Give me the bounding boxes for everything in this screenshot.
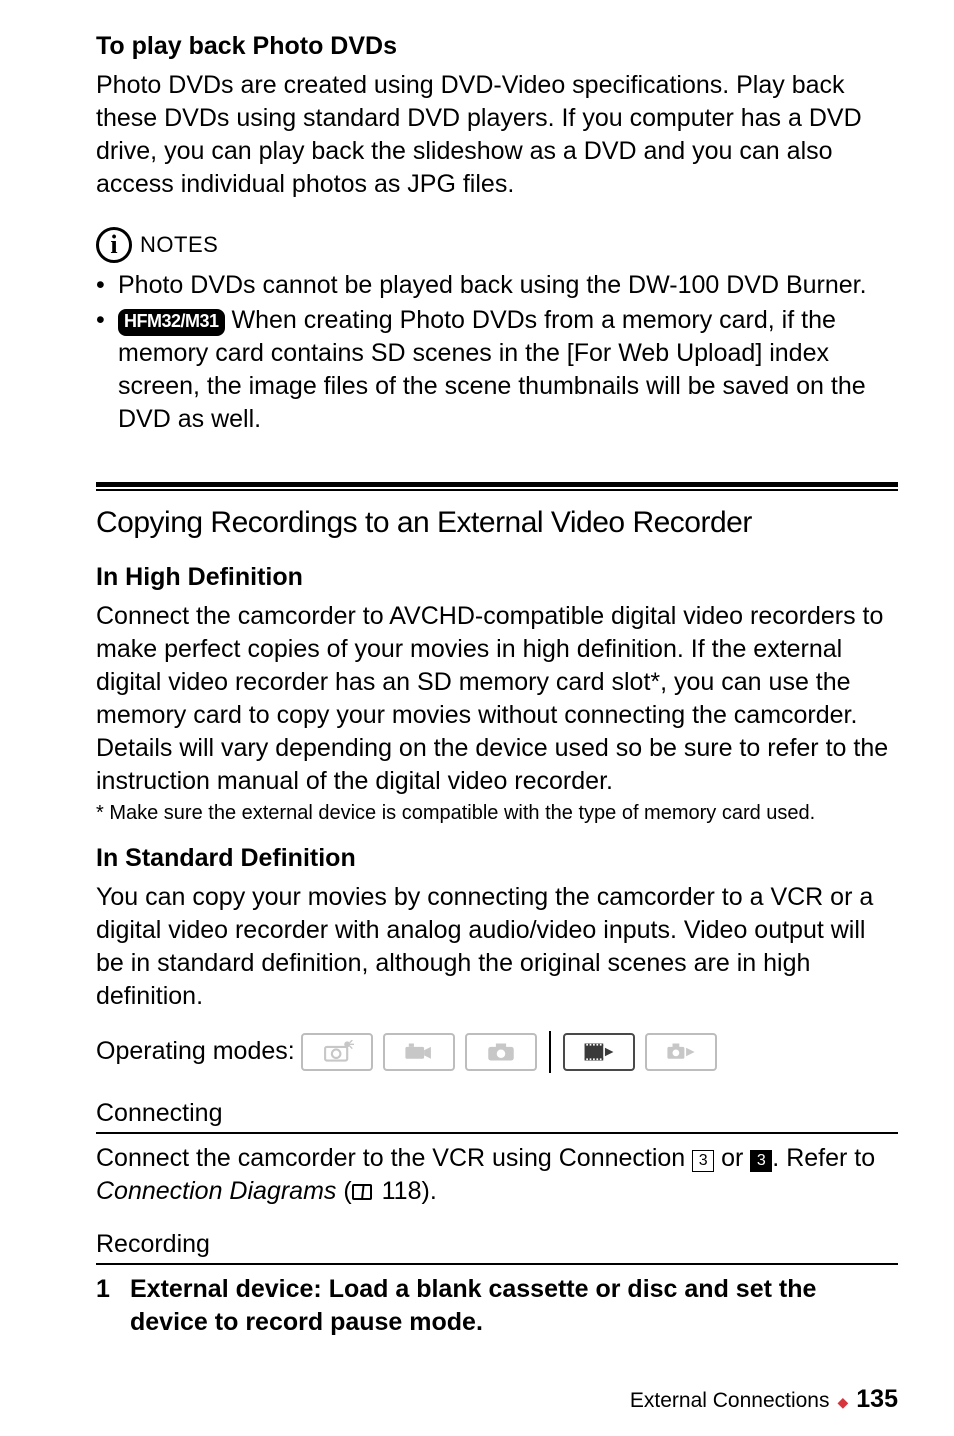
recording-steps: External device: Load a blank cassette o… xyxy=(96,1273,898,1339)
mode-separator xyxy=(549,1031,551,1073)
playback-heading: To play back Photo DVDs xyxy=(96,30,898,63)
connecting-suffix: . Refer to xyxy=(772,1144,875,1172)
model-badge: HFM32/M31 xyxy=(118,309,225,336)
still-camera-icon xyxy=(484,1040,518,1064)
playback-film-icon xyxy=(582,1040,616,1064)
mode-playback-film xyxy=(563,1033,635,1071)
playback-body: Photo DVDs are created using DVD-Video s… xyxy=(96,69,898,201)
section-divider xyxy=(96,482,898,491)
connection-ref-italic: Connection Diagrams xyxy=(96,1177,336,1205)
mode-shoot xyxy=(383,1033,455,1071)
auto-shoot-icon xyxy=(320,1040,354,1064)
recording-step-text: External device: Load a blank cassette o… xyxy=(130,1275,816,1336)
operating-modes-label: Operating modes: xyxy=(96,1035,295,1068)
connecting-prefix: Connect the camcorder to the VCR using C… xyxy=(96,1144,692,1172)
notes-item-text: Photo DVDs cannot be played back using t… xyxy=(118,271,867,299)
page-ref-icon xyxy=(352,1184,372,1200)
connection-number-inverted: 3 xyxy=(750,1150,772,1172)
mode-auto xyxy=(301,1033,373,1071)
connecting-or: or xyxy=(721,1144,750,1172)
connecting-body: Connect the camcorder to the VCR using C… xyxy=(96,1142,898,1208)
mode-group-right xyxy=(563,1033,717,1071)
operating-modes-row: Operating modes: xyxy=(96,1031,898,1073)
footer-section: External Connections xyxy=(630,1387,830,1415)
mode-still xyxy=(465,1033,537,1071)
notes-list: Photo DVDs cannot be played back using t… xyxy=(96,269,898,436)
recording-heading: Recording xyxy=(96,1228,898,1265)
footer-diamond-icon: ◆ xyxy=(838,1393,849,1411)
shoot-mode-icon xyxy=(402,1040,436,1064)
hd-heading: In High Definition xyxy=(96,561,898,594)
connecting-tail-open: ( xyxy=(336,1177,351,1205)
notes-item-text: When creating Photo DVDs from a memory c… xyxy=(118,306,866,433)
mode-playback-still xyxy=(645,1033,717,1071)
hd-footnote: * Make sure the external device is compa… xyxy=(96,800,898,826)
info-icon: i xyxy=(96,227,132,263)
sd-body: You can copy your movies by connecting t… xyxy=(96,881,898,1013)
mode-group-left xyxy=(301,1033,537,1071)
sd-heading: In Standard Definition xyxy=(96,842,898,875)
connection-number-outline: 3 xyxy=(692,1150,714,1172)
connecting-heading: Connecting xyxy=(96,1097,898,1134)
notes-label: NOTES xyxy=(140,230,218,259)
connecting-page-ref: 118). xyxy=(375,1177,437,1205)
section-title: Copying Recordings to an External Video … xyxy=(96,503,898,543)
notes-item: Photo DVDs cannot be played back using t… xyxy=(96,269,898,302)
notes-header: i NOTES xyxy=(96,227,898,263)
notes-item: HFM32/M31 When creating Photo DVDs from … xyxy=(96,304,898,436)
recording-step: External device: Load a blank cassette o… xyxy=(96,1273,898,1339)
footer-page-number: 135 xyxy=(856,1383,898,1416)
playback-still-icon xyxy=(664,1040,698,1064)
page-footer: External Connections ◆ 135 xyxy=(96,1383,898,1416)
hd-body: Connect the camcorder to AVCHD-compatibl… xyxy=(96,600,898,798)
